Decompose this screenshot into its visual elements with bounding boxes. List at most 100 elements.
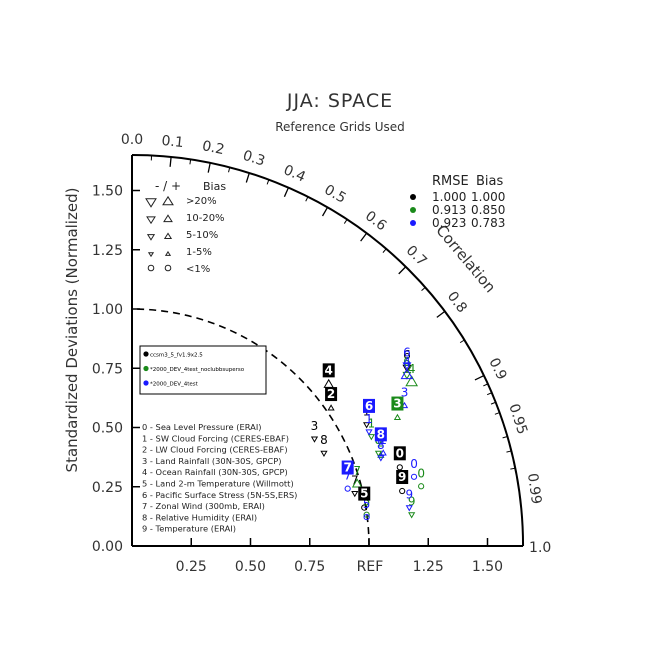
variable-legend-item: 0 - Sea Level Pressure (ERAI) xyxy=(142,422,262,432)
corr-minor-tick xyxy=(305,196,309,202)
data-marker xyxy=(363,513,370,521)
data-point-box xyxy=(322,363,335,378)
data-point-label: 0 xyxy=(417,466,425,480)
corr-major-tick xyxy=(169,156,172,167)
data-point-box xyxy=(391,396,404,411)
data-marker xyxy=(408,512,416,519)
x-tick-label: 1.50 xyxy=(472,559,503,575)
data-marker xyxy=(393,413,402,420)
data-point-label: 7 xyxy=(353,464,361,478)
bias-legend-label: 1-5% xyxy=(186,247,212,258)
variable-legend-item: 4 - Ocean Rainfall (30N-30S, GPCP) xyxy=(142,467,288,477)
y-tick-label: 1.50 xyxy=(92,184,123,200)
data-marker xyxy=(405,505,413,512)
corr-minor-tick xyxy=(486,392,492,396)
corr-major-tick xyxy=(245,172,250,183)
case-legend-label: *2000_DEV_4test xyxy=(150,382,199,388)
variable-legend-item: 1 - SW Cloud Forcing (CERES-EBAF) xyxy=(142,433,289,443)
data-point-box xyxy=(393,446,406,461)
stats-bias: 1.000 xyxy=(471,190,505,204)
corr-major-tick xyxy=(283,187,290,198)
bias-legend-header: - / + xyxy=(155,179,181,193)
data-point-box xyxy=(396,470,409,485)
corr-minor-tick xyxy=(343,219,348,224)
variable-legend-item: 2 - LW Cloud Forcing (CERES-EBAF) xyxy=(142,445,288,455)
data-marker xyxy=(344,485,351,492)
bias-legend-label: 5-10% xyxy=(186,230,218,241)
stats-header-rmse: RMSE xyxy=(432,174,469,189)
variable-legend-item: 8 - Relative Humidity (ERAI) xyxy=(142,512,257,522)
data-point-box xyxy=(325,387,338,402)
y-tick-label: 0.25 xyxy=(92,480,123,496)
corr-tick-label: 0.8 xyxy=(444,289,470,316)
data-marker xyxy=(363,422,371,429)
corr-tick-label: 0.9 xyxy=(485,356,509,383)
data-point-label: 4 xyxy=(408,362,416,376)
corr-minor-tick xyxy=(189,159,192,165)
data-marker xyxy=(400,368,414,380)
data-marker xyxy=(402,362,412,371)
stats-rmse: 0.913 xyxy=(432,203,466,217)
data-marker xyxy=(396,464,403,471)
corr-tick-label: 0.2 xyxy=(201,138,226,158)
corr-minor-tick xyxy=(510,467,516,470)
corr-minor-tick xyxy=(490,401,496,405)
y-tick-label: 0.00 xyxy=(92,539,123,555)
corr-minor-tick xyxy=(506,450,512,453)
case-legend-dot xyxy=(143,380,149,386)
data-marker xyxy=(377,455,385,462)
corr-tick-label: 0.5 xyxy=(321,182,348,207)
data-point-label: 8 xyxy=(320,433,328,447)
bias-legend-down-triangle xyxy=(147,252,155,258)
bias-legend-circle-plus xyxy=(164,264,172,272)
stats-rmse: 0.923 xyxy=(432,216,466,230)
chart-title: JJA: SPACE xyxy=(286,90,393,112)
data-marker xyxy=(418,483,425,490)
data-point-box xyxy=(358,486,371,501)
bias-legend-label: <1% xyxy=(186,264,210,275)
data-point-label: 6 xyxy=(403,345,411,359)
chart-subtitle: Reference Grids Used xyxy=(275,120,405,134)
corr-tick-label: 0.1 xyxy=(161,133,185,151)
corr-tick-label: 0.0 xyxy=(121,132,143,148)
bias-legend-up-triangle xyxy=(164,250,172,256)
data-marker xyxy=(351,490,359,498)
stats-dot xyxy=(410,220,416,226)
data-point-label: 3 xyxy=(401,386,409,400)
data-point-label: 1 xyxy=(368,417,376,431)
data-marker xyxy=(320,450,328,457)
bias-legend-down-triangle xyxy=(146,216,156,225)
stats-rmse: 1.000 xyxy=(432,190,466,204)
data-point-box-label: 3 xyxy=(393,397,401,411)
data-point-label: 9 xyxy=(408,495,416,509)
corr-minor-tick xyxy=(382,248,387,253)
data-marker xyxy=(410,473,418,480)
data-point-label: 6 xyxy=(403,348,411,362)
corr-tick-label: 0.6 xyxy=(362,208,389,234)
plot-area: 0.000.250.500.751.001.251.500.25 0.50 0.75… xyxy=(92,132,551,575)
data-marker xyxy=(365,429,373,436)
data-point-label: 3 xyxy=(311,419,319,433)
variable-legend-item: 5 - Land 2-m Temperature (Willmott) xyxy=(142,479,294,489)
bias-legend-down-triangle xyxy=(146,234,156,241)
corr-minor-tick xyxy=(483,383,489,387)
data-marker xyxy=(374,450,383,457)
corr-minor-tick xyxy=(228,167,231,173)
variable-legend-item: 6 - Pacific Surface Stress (5N-5S,ERS) xyxy=(142,490,297,500)
corr-minor-tick xyxy=(459,339,465,344)
stats-dot xyxy=(410,207,416,213)
bias-legend-up-triangle xyxy=(162,195,174,206)
x-tick-label: 0.25 xyxy=(176,559,207,575)
corr-minor-tick xyxy=(502,436,508,439)
data-point-label: 8 xyxy=(377,438,385,452)
data-point-box xyxy=(363,398,375,413)
data-point-box-label: 0 xyxy=(396,446,404,460)
y-tick-label: 1.25 xyxy=(92,243,123,259)
x-tick-label: 0.50 xyxy=(235,559,266,575)
data-point-label: 4 xyxy=(403,355,411,369)
y-tick-label: 1.00 xyxy=(92,302,123,318)
x-tick-label: 0.75 xyxy=(294,559,325,575)
data-marker xyxy=(399,487,406,495)
variable-legend-item: 9 - Temperature (ERAI) xyxy=(142,524,236,534)
